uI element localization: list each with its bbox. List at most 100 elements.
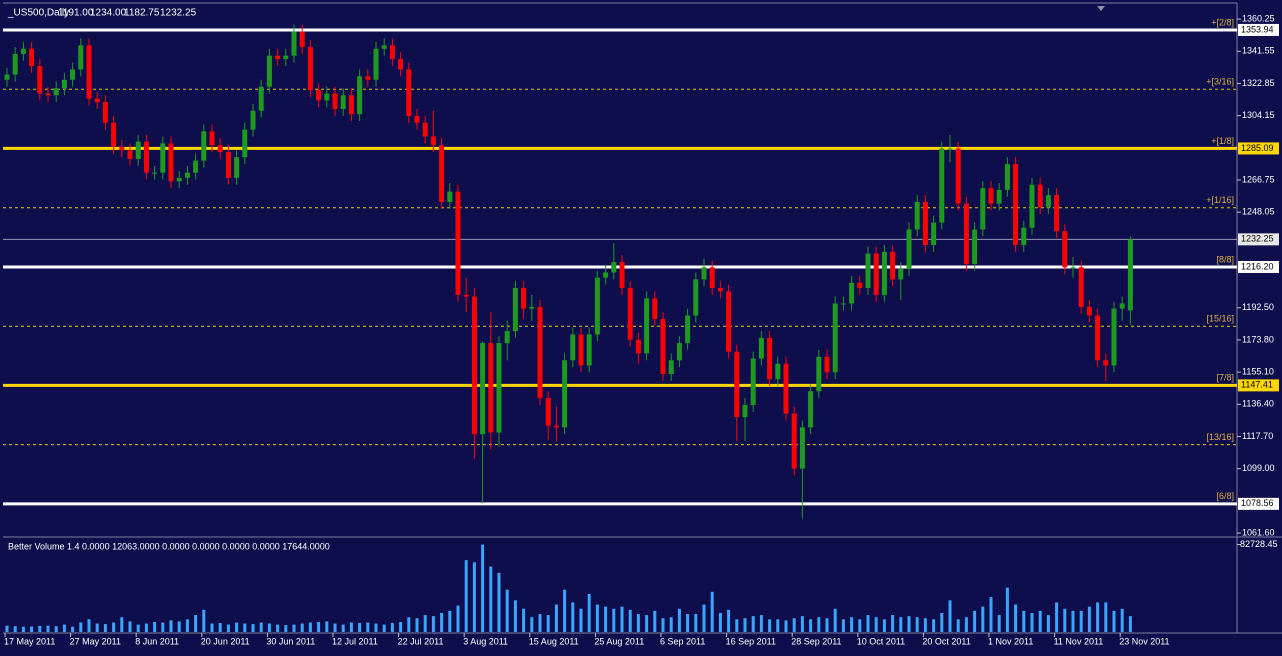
candle-body [619,262,625,288]
volume-bar [694,614,698,632]
volume-bar [235,622,239,632]
volume-bar [251,624,255,632]
volume-bar [440,612,444,632]
candle-body [512,287,518,332]
candle-body [578,334,584,366]
price-box [1238,23,1279,36]
candle-body [873,253,879,295]
candle-body [488,343,494,433]
price-box [1238,142,1279,155]
volume-bar [1030,612,1034,632]
y-tick-label: 1360.25 [1242,13,1275,23]
candle-body [529,306,535,309]
volume-tick-label: 82728.45 [1240,539,1278,549]
volume-bar [136,624,140,632]
volume-bar [817,617,821,632]
volume-bar [891,615,895,632]
candle-body [78,45,84,70]
candle-body [53,88,59,96]
candle-body [1119,303,1125,309]
volume-bar [325,621,329,632]
candle-body [1086,306,1092,316]
candle-body [389,45,395,60]
volume-bar [1005,587,1009,632]
volume-bar [710,591,714,632]
price-box [1238,260,1279,273]
volume-bar [636,614,640,632]
x-tick-label: 20 Oct 2011 [922,636,970,646]
candle-body [381,45,387,49]
candle-body [521,287,527,309]
volume-bar [366,622,370,632]
volume-bar [595,604,599,632]
candle-body [594,277,600,335]
volume-bar [153,621,157,632]
volume-bar [899,617,903,632]
volume-bar [399,621,403,632]
x-tick-label: 11 Nov 2011 [1054,636,1104,646]
volume-bar [932,619,936,632]
volume-bar [46,625,50,632]
candle-body [742,405,748,418]
volume-bar [530,617,534,632]
price-box-label: 1232.25 [1241,234,1274,244]
candle-body [717,287,723,292]
volume-bar [768,619,772,632]
volume-bar [390,623,394,632]
price-box-label: 1285.09 [1241,143,1274,153]
candle-body [963,203,969,264]
candle-body [102,102,108,123]
volume-bar [497,572,501,632]
volume-bar [1071,610,1075,632]
candle-body [480,343,486,435]
candle-body [168,143,174,182]
volume-bar [563,589,567,632]
candle-body [439,145,445,202]
candle-body [373,48,379,80]
volume-bar [948,600,952,632]
volume-bar [243,623,247,632]
y-tick-label: 1248.05 [1242,207,1275,217]
candle-body [111,122,117,147]
level-label: +[1/8] [1211,136,1234,146]
candle-body [1111,308,1117,366]
y-tick-label: 1341.55 [1242,46,1275,56]
volume-bar [718,612,722,632]
x-tick-label: 15 Aug 2011 [529,636,579,646]
candle-body [94,98,100,103]
volume-bar [997,615,1001,632]
candle-body [955,148,961,204]
volume-bar [1120,608,1124,632]
volume-bar [1128,616,1132,632]
candle-body [4,74,10,80]
volume-bar [973,610,977,632]
candle-body [840,303,846,305]
candle-body [471,296,477,435]
volume-bar [833,608,837,632]
candle-body [61,79,67,89]
level-label: [8/8] [1216,254,1234,264]
volume-bar [522,608,526,632]
x-tick-label: 3 Aug 2011 [463,636,508,646]
candle-body [209,131,215,146]
volume-bar [546,615,550,632]
y-tick-label: 1061.60 [1242,527,1275,537]
candle-body [881,251,887,295]
volume-bar [669,617,673,632]
candle-body [258,86,264,111]
volume-bar [809,619,813,632]
volume-bar [276,624,280,632]
volume-bar [1063,608,1067,632]
candle-body [685,315,691,344]
candle-body [184,172,190,178]
volume-bar [169,620,173,632]
candle-body [1062,231,1068,268]
candle-body [750,358,756,406]
volume-bar [571,602,575,632]
candle-body [775,363,781,380]
volume-bar [776,619,780,632]
candle-body [430,136,436,146]
candle-body [947,148,953,150]
candle-body [119,146,125,151]
candle-body [324,93,330,101]
